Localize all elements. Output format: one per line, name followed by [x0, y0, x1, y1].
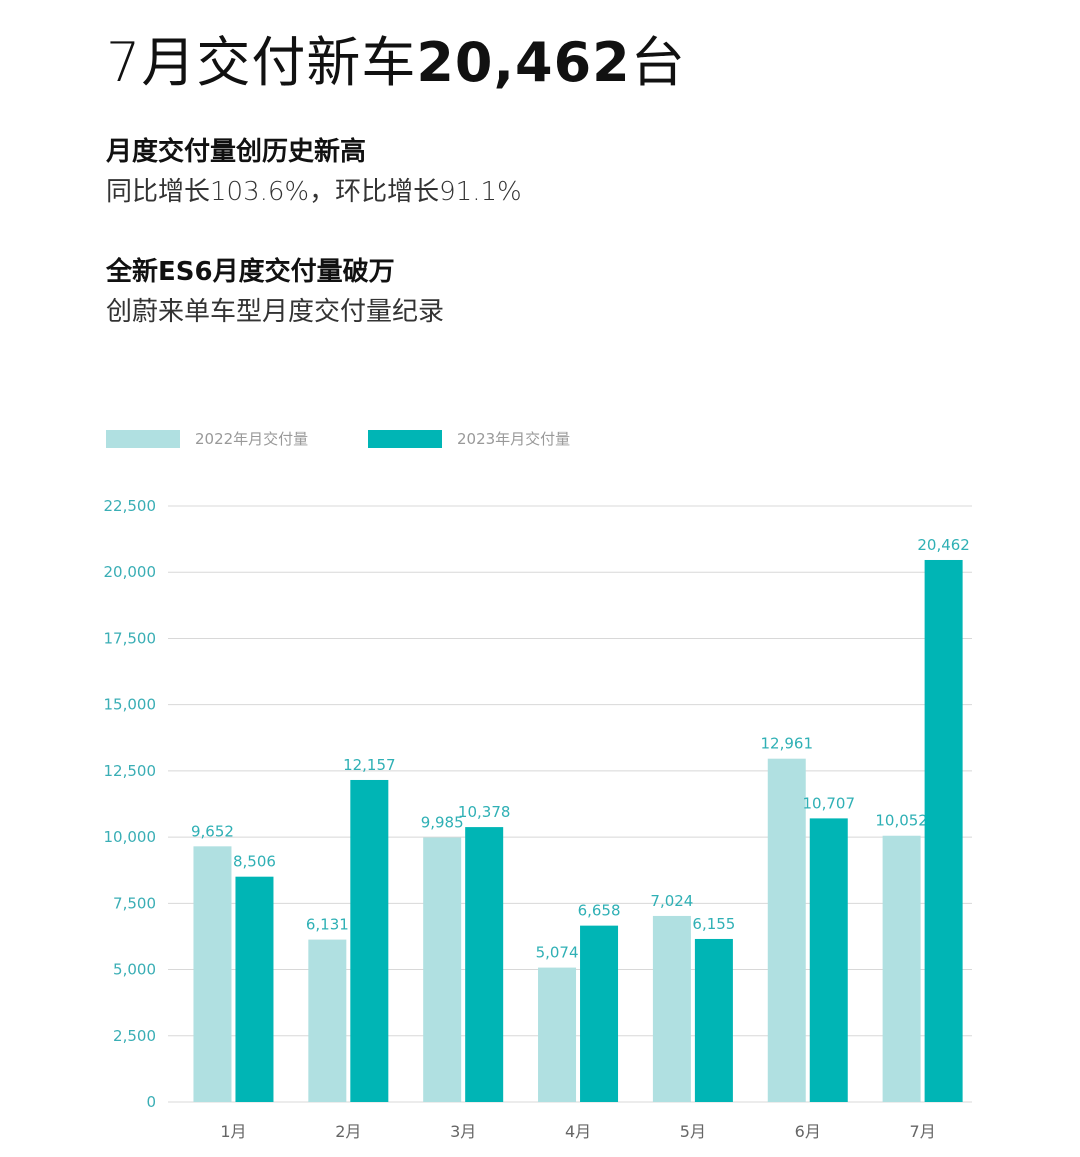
- legend-label: 2022年月交付量: [195, 430, 308, 448]
- title-prefix: 7月交付新车: [106, 31, 417, 94]
- x-tick-label: 5月: [680, 1122, 706, 1141]
- legend-swatch: [106, 430, 180, 448]
- data-label: 8,506: [233, 853, 276, 871]
- y-tick-label: 7,500: [113, 894, 156, 912]
- legend-label: 2023年月交付量: [457, 430, 570, 448]
- y-tick-label: 10,000: [104, 828, 157, 846]
- y-tick-label: 2,500: [113, 1027, 156, 1045]
- data-label: 6,658: [578, 902, 621, 920]
- data-label: 10,707: [803, 794, 856, 812]
- bar: [538, 967, 577, 1102]
- bar: [350, 779, 389, 1102]
- x-tick-label: 1月: [220, 1122, 246, 1141]
- title-suffix: 台: [630, 31, 686, 94]
- bar: [809, 818, 848, 1102]
- data-label: 10,378: [458, 803, 511, 821]
- data-label: 12,961: [761, 735, 814, 753]
- bar: [924, 559, 963, 1102]
- data-label: 5,074: [536, 944, 579, 962]
- title-number: 20,462: [416, 31, 631, 94]
- highlight-heading-2: 全新ES6月度交付量破万: [106, 257, 395, 287]
- bar: [652, 915, 691, 1102]
- x-tick-label: 3月: [450, 1122, 476, 1141]
- bar: [308, 939, 347, 1102]
- bar: [767, 758, 806, 1102]
- x-tick-label: 2月: [335, 1122, 361, 1141]
- y-tick-label: 22,500: [104, 497, 157, 515]
- y-tick-label: 5,000: [113, 961, 156, 979]
- data-label: 20,462: [917, 536, 970, 554]
- bar: [235, 876, 274, 1102]
- highlight-heading-1: 月度交付量创历史新高: [106, 137, 367, 167]
- x-tick-label: 7月: [910, 1122, 936, 1141]
- bar: [580, 925, 619, 1102]
- y-tick-label: 12,500: [104, 762, 157, 780]
- bar: [465, 827, 504, 1102]
- data-label: 6,131: [306, 916, 349, 934]
- bar: [193, 846, 232, 1102]
- data-label: 7,024: [650, 892, 693, 910]
- y-tick-label: 15,000: [104, 696, 157, 714]
- y-tick-label: 20,000: [104, 563, 157, 581]
- bar: [882, 835, 921, 1102]
- y-tick-label: 0: [146, 1093, 156, 1111]
- data-label: 12,157: [343, 756, 396, 774]
- x-tick-label: 6月: [795, 1122, 821, 1141]
- data-label: 10,052: [875, 812, 928, 830]
- page-title: 7月交付新车20,462台: [106, 18, 686, 97]
- bar: [423, 837, 462, 1102]
- bar: [694, 938, 733, 1102]
- data-label: 9,985: [421, 814, 464, 832]
- y-tick-label: 17,500: [104, 629, 157, 647]
- x-tick-label: 4月: [565, 1122, 591, 1141]
- data-label: 6,155: [692, 915, 735, 933]
- data-label: 9,652: [191, 822, 234, 840]
- highlight-sub-1: 同比增长103.6%，环比增长91.1%: [106, 177, 522, 207]
- highlight-sub-2: 创蔚来单车型月度交付量纪录: [106, 297, 445, 327]
- legend-swatch: [368, 430, 442, 448]
